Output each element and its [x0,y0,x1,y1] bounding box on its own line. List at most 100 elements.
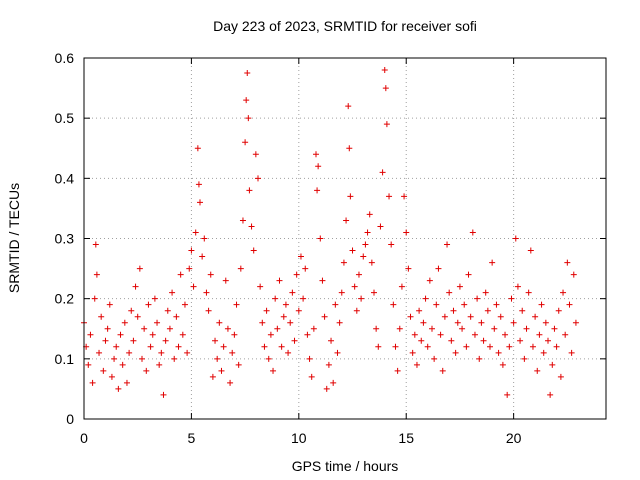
data-point [156,361,163,368]
data-point [450,307,457,314]
data-point [315,163,322,170]
data-point [130,337,137,344]
data-point [128,307,135,314]
data-point [392,343,399,350]
data-point [388,241,395,248]
data-point [134,313,141,320]
data-point [212,337,219,344]
data-point [98,313,105,320]
data-point [411,331,418,338]
data-point [195,181,202,188]
data-point [398,283,405,290]
plot-frame [83,57,607,420]
data-point [435,265,442,272]
y-axis-label: SRMTID / TECUs [6,183,22,293]
data-point [231,331,238,338]
data-point [346,145,353,152]
data-point [405,265,412,272]
data-point [482,289,489,296]
data-point [319,277,326,284]
data-point [111,355,118,362]
data-point [343,217,350,224]
data-point [136,265,143,272]
data-point [141,325,148,332]
data-point [355,271,362,278]
data-point [444,241,451,248]
data-point [433,301,440,308]
data-point [570,271,577,278]
data-point [100,367,107,374]
data-point [510,319,517,326]
data-point [235,361,242,368]
data-point [508,295,515,302]
data-point [525,289,532,296]
data-point [276,277,283,284]
data-point [330,379,337,386]
data-point [538,301,545,308]
data-point [332,301,339,308]
data-point [214,355,221,362]
data-point [386,193,393,200]
data-point [480,337,487,344]
x-tick-label: 0 [80,430,88,446]
data-point [126,349,133,356]
data-point [441,313,448,320]
data-point [199,253,206,260]
data-point [476,355,483,362]
data-point [132,283,139,290]
data-point [177,271,184,278]
data-point [166,325,173,332]
data-point [91,295,98,302]
grid-lines [84,58,606,419]
data-point [89,379,96,386]
data-point [297,253,304,260]
data-point [368,259,375,266]
data-point [499,361,506,368]
data-point [495,349,502,356]
data-point [285,349,292,356]
data-point [293,271,300,278]
data-point [92,241,99,248]
data-point [278,343,285,350]
data-point [93,271,100,278]
data-point [461,301,468,308]
data-point [536,331,543,338]
data-point [272,295,279,302]
data-point [484,307,491,314]
data-point [504,391,511,398]
data-point [171,355,178,362]
data-point [334,349,341,356]
data-point [304,331,311,338]
data-point [437,331,444,338]
data-point [409,349,416,356]
data-point [523,325,530,332]
data-point [106,301,113,308]
data-point [85,361,92,368]
data-point [502,331,509,338]
data-point [289,289,296,296]
data-point [401,193,408,200]
data-point [422,295,429,302]
data-point [547,391,554,398]
data-point [160,391,167,398]
data-point [302,265,309,272]
y-tick-label: 0.5 [55,110,75,126]
data-point [313,151,319,158]
data-point [426,277,433,284]
data-point [545,337,551,344]
data-point [201,235,208,242]
data-point [197,199,203,206]
data-point [420,319,427,326]
data-point [379,169,386,176]
y-tick-label: 0.1 [55,351,75,367]
data-point [456,283,463,290]
data-point [143,367,150,374]
data-point [560,289,567,296]
data-point [390,301,397,308]
data-point [216,319,223,326]
data-point [493,301,500,308]
axes: 0 0.1 0.2 0.3 0.4 0.5 0.6 0 5 10 15 20 [55,50,606,446]
data-point [255,175,261,182]
data-point [364,229,371,236]
